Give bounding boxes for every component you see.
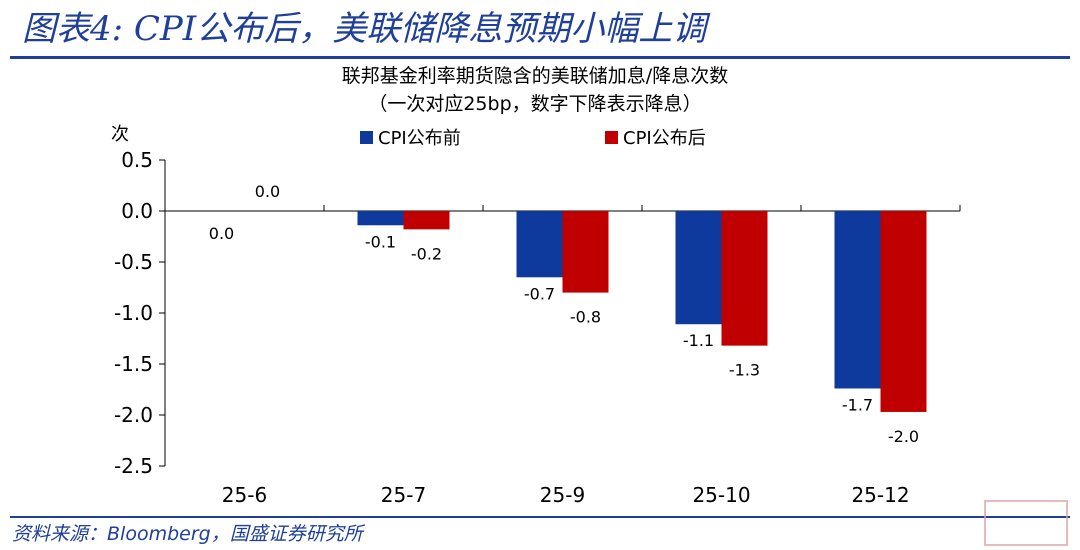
data-label: -1.3 (729, 361, 760, 380)
data-label: 0.0 (255, 182, 280, 201)
data-label: -1.7 (842, 395, 873, 414)
bar-after (721, 211, 768, 346)
y-tick-label: -1.5 (114, 352, 153, 376)
y-axis: 0.5 0.0 -0.5 -1.0 -1.5 -2.0 -2.5 (114, 148, 166, 478)
chart-title: 联邦基金利率期货隐含的美联储加息/降息次数 (342, 65, 728, 87)
page-title: 图表4: CPI公布后，美联储降息预期小幅上调 (22, 9, 707, 49)
x-tick-label: 25-7 (381, 483, 426, 507)
bar-before (357, 211, 404, 226)
value-labels: 0.0 -0.1 -0.7 -1.1 -1.7 0.0 -0.2 -0.8 -1.3 -2.0 (209, 182, 919, 446)
x-tick-label: 25-12 (851, 483, 909, 507)
chart-subtitle: （一次对应25bp，数字下降表示降息） (368, 93, 701, 115)
y-tick-label: 0.0 (121, 199, 153, 223)
bar-before (516, 211, 563, 278)
legend-swatch (360, 131, 373, 144)
data-label: -0.7 (524, 284, 555, 303)
y-tick-label: -0.5 (114, 250, 153, 274)
data-label: -2.0 (888, 427, 919, 446)
bar-before (675, 211, 722, 325)
data-label: -0.1 (365, 232, 396, 251)
y-axis-unit: 次 (111, 124, 129, 145)
bar-before (834, 211, 881, 389)
data-label: -1.1 (683, 331, 714, 350)
bar-after (880, 211, 927, 412)
y-tick-label: 0.5 (121, 148, 153, 172)
footer-divider (10, 516, 1070, 518)
y-tick-label: -2.0 (114, 403, 153, 427)
y-tick-label: -1.0 (114, 301, 153, 325)
x-tick-label: 25-9 (540, 483, 585, 507)
x-tick-label: 25-6 (222, 483, 267, 507)
legend-label: CPI公布后 (623, 128, 706, 149)
bar-chart: 联邦基金利率期货隐含的美联储加息/降息次数 （一次对应25bp，数字下降表示降息… (111, 65, 961, 507)
data-label: 0.0 (209, 224, 234, 243)
x-tick-label: 25-10 (692, 483, 750, 507)
legend-label: CPI公布前 (378, 128, 461, 149)
bar-after (403, 211, 450, 230)
y-tick-label: -2.5 (114, 454, 153, 478)
header-divider (10, 56, 1070, 59)
watermark-stamp (984, 500, 1068, 546)
data-label: -0.8 (570, 308, 601, 327)
legend-swatch (605, 131, 618, 144)
bar-after (562, 211, 609, 293)
data-label: -0.2 (411, 244, 442, 263)
bars (357, 211, 927, 412)
source-note: 资料来源：Bloomberg，国盛证券研究所 (12, 523, 363, 545)
legend: CPI公布前 CPI公布后 (360, 128, 706, 149)
